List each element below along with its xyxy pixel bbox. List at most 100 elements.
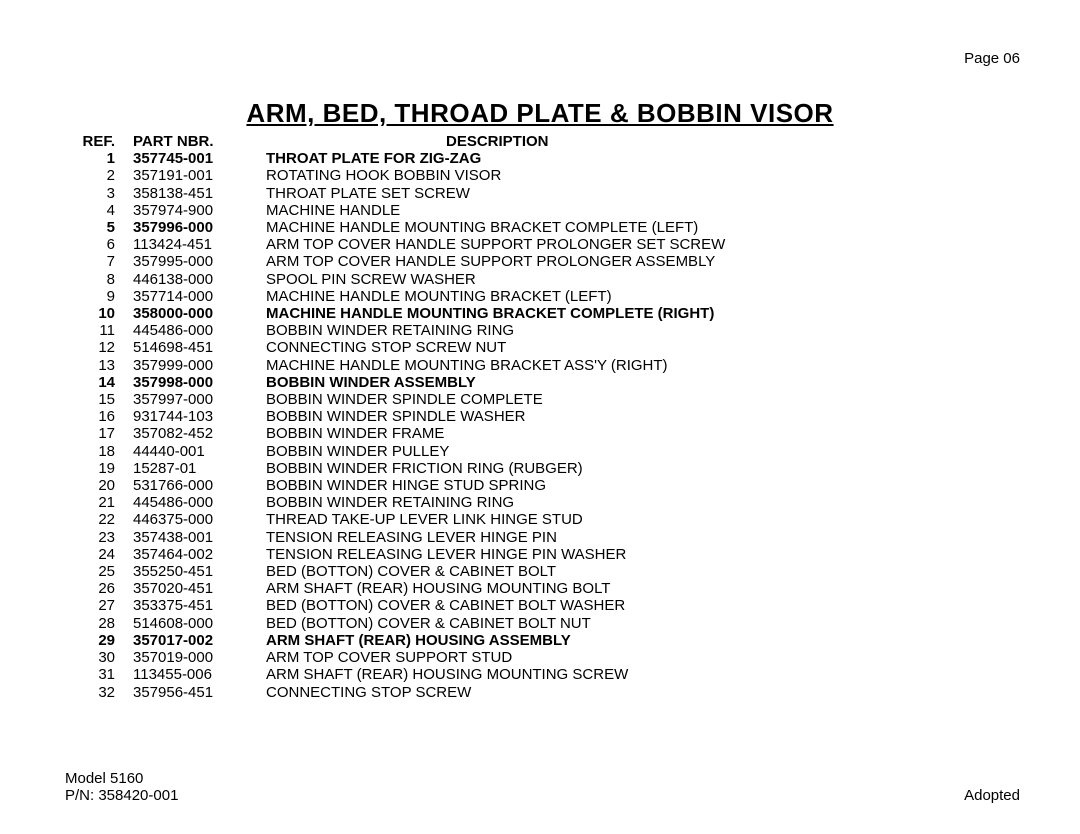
cell-desc: TENSION RELEASING LEVER HINGE PIN [266, 529, 725, 546]
cell-desc: MACHINE HANDLE MOUNTING BRACKET COMPLETE… [266, 219, 725, 236]
cell-ref: 6 [65, 236, 133, 253]
cell-ref: 10 [65, 305, 133, 322]
cell-desc: ARM SHAFT (REAR) HOUSING ASSEMBLY [266, 632, 725, 649]
cell-desc: THROAT PLATE SET SCREW [266, 185, 725, 202]
cell-ref: 2 [65, 167, 133, 184]
cell-ref: 14 [65, 374, 133, 391]
table-row: 29357017-002ARM SHAFT (REAR) HOUSING ASS… [65, 632, 725, 649]
footer-status: Adopted [964, 787, 1020, 804]
cell-desc: BED (BOTTON) COVER & CABINET BOLT WASHER [266, 597, 725, 614]
table-row: 8446138-000SPOOL PIN SCREW WASHER [65, 271, 725, 288]
table-row: 1357745-001THROAT PLATE FOR ZIG-ZAG [65, 150, 725, 167]
cell-desc: CONNECTING STOP SCREW [266, 684, 725, 701]
cell-ref: 28 [65, 615, 133, 632]
cell-ref: 7 [65, 253, 133, 270]
table-row: 32357956-451CONNECTING STOP SCREW [65, 684, 725, 701]
cell-ref: 15 [65, 391, 133, 408]
cell-ref: 21 [65, 494, 133, 511]
cell-part: 355250-451 [133, 563, 266, 580]
cell-part: 357082-452 [133, 425, 266, 442]
cell-desc: CONNECTING STOP SCREW NUT [266, 339, 725, 356]
cell-part: 357020-451 [133, 580, 266, 597]
table-row: 2357191-001ROTATING HOOK BOBBIN VISOR [65, 167, 725, 184]
cell-desc: BOBBIN WINDER SPINDLE COMPLETE [266, 391, 725, 408]
cell-part: 357017-002 [133, 632, 266, 649]
table-row: 11445486-000BOBBIN WINDER RETAINING RING [65, 322, 725, 339]
cell-desc: BOBBIN WINDER SPINDLE WASHER [266, 408, 725, 425]
cell-ref: 32 [65, 684, 133, 701]
cell-part: 514608-000 [133, 615, 266, 632]
cell-ref: 12 [65, 339, 133, 356]
table-header-row: REF. PART NBR. DESCRIPTION [65, 133, 725, 150]
cell-ref: 30 [65, 649, 133, 666]
table-row: 4357974-900MACHINE HANDLE [65, 202, 725, 219]
cell-part: 357438-001 [133, 529, 266, 546]
table-row: 24357464-002TENSION RELEASING LEVER HING… [65, 546, 725, 563]
cell-ref: 31 [65, 666, 133, 683]
table-row: 30357019-000ARM TOP COVER SUPPORT STUD [65, 649, 725, 666]
cell-ref: 5 [65, 219, 133, 236]
table-row: 1844440-001BOBBIN WINDER PULLEY [65, 443, 725, 460]
cell-ref: 25 [65, 563, 133, 580]
cell-desc: ARM TOP COVER HANDLE SUPPORT PROLONGER S… [266, 236, 725, 253]
cell-part: 357998-000 [133, 374, 266, 391]
cell-part: 357995-000 [133, 253, 266, 270]
cell-part: 357745-001 [133, 150, 266, 167]
cell-ref: 19 [65, 460, 133, 477]
cell-desc: BED (BOTTON) COVER & CABINET BOLT [266, 563, 725, 580]
cell-part: 353375-451 [133, 597, 266, 614]
table-row: 23357438-001TENSION RELEASING LEVER HING… [65, 529, 725, 546]
cell-desc: BOBBIN WINDER FRICTION RING (RUBGER) [266, 460, 725, 477]
cell-part: 514698-451 [133, 339, 266, 356]
cell-part: 357464-002 [133, 546, 266, 563]
cell-part: 445486-000 [133, 322, 266, 339]
cell-desc: BOBBIN WINDER RETAINING RING [266, 322, 725, 339]
table-row: 9357714-000MACHINE HANDLE MOUNTING BRACK… [65, 288, 725, 305]
cell-desc: TENSION RELEASING LEVER HINGE PIN WASHER [266, 546, 725, 563]
cell-desc: BOBBIN WINDER ASSEMBLY [266, 374, 725, 391]
cell-desc: BOBBIN WINDER RETAINING RING [266, 494, 725, 511]
table-row: 6113424-451ARM TOP COVER HANDLE SUPPORT … [65, 236, 725, 253]
table-row: 15357997-000BOBBIN WINDER SPINDLE COMPLE… [65, 391, 725, 408]
table-row: 26357020-451ARM SHAFT (REAR) HOUSING MOU… [65, 580, 725, 597]
cell-desc: BED (BOTTON) COVER & CABINET BOLT NUT [266, 615, 725, 632]
footer: Model 5160 P/N: 358420-001 Adopted [65, 770, 1020, 804]
document-page: Page 06 ARM, BED, THROAD PLATE & BOBBIN … [0, 0, 1080, 834]
cell-ref: 17 [65, 425, 133, 442]
cell-desc: MACHINE HANDLE MOUNTING BRACKET ASS'Y (R… [266, 357, 725, 374]
cell-part: 358000-000 [133, 305, 266, 322]
cell-part: 445486-000 [133, 494, 266, 511]
footer-pn: P/N: 358420-001 [65, 787, 178, 804]
table-row: 28514608-000BED (BOTTON) COVER & CABINET… [65, 615, 725, 632]
cell-desc: ARM TOP COVER HANDLE SUPPORT PROLONGER A… [266, 253, 725, 270]
cell-part: 446138-000 [133, 271, 266, 288]
cell-desc: BOBBIN WINDER PULLEY [266, 443, 725, 460]
cell-part: 358138-451 [133, 185, 266, 202]
cell-desc: THREAD TAKE-UP LEVER LINK HINGE STUD [266, 511, 725, 528]
cell-ref: 24 [65, 546, 133, 563]
table-row: 7357995-000ARM TOP COVER HANDLE SUPPORT … [65, 253, 725, 270]
cell-part: 357956-451 [133, 684, 266, 701]
cell-ref: 18 [65, 443, 133, 460]
cell-ref: 29 [65, 632, 133, 649]
cell-part: 931744-103 [133, 408, 266, 425]
cell-ref: 26 [65, 580, 133, 597]
cell-part: 357997-000 [133, 391, 266, 408]
cell-ref: 27 [65, 597, 133, 614]
table-row: 14357998-000BOBBIN WINDER ASSEMBLY [65, 374, 725, 391]
cell-desc: BOBBIN WINDER FRAME [266, 425, 725, 442]
parts-table: REF. PART NBR. DESCRIPTION 1357745-001TH… [65, 133, 725, 701]
cell-ref: 13 [65, 357, 133, 374]
cell-desc: BOBBIN WINDER HINGE STUD SPRING [266, 477, 725, 494]
cell-part: 357191-001 [133, 167, 266, 184]
cell-ref: 1 [65, 150, 133, 167]
table-row: 21445486-000BOBBIN WINDER RETAINING RING [65, 494, 725, 511]
page-number: Page 06 [964, 50, 1020, 67]
cell-ref: 4 [65, 202, 133, 219]
footer-left: Model 5160 P/N: 358420-001 [65, 770, 178, 804]
header-part: PART NBR. [133, 133, 266, 150]
cell-part: 357974-900 [133, 202, 266, 219]
cell-part: 446375-000 [133, 511, 266, 528]
cell-desc: ARM SHAFT (REAR) HOUSING MOUNTING BOLT [266, 580, 725, 597]
cell-desc: MACHINE HANDLE [266, 202, 725, 219]
